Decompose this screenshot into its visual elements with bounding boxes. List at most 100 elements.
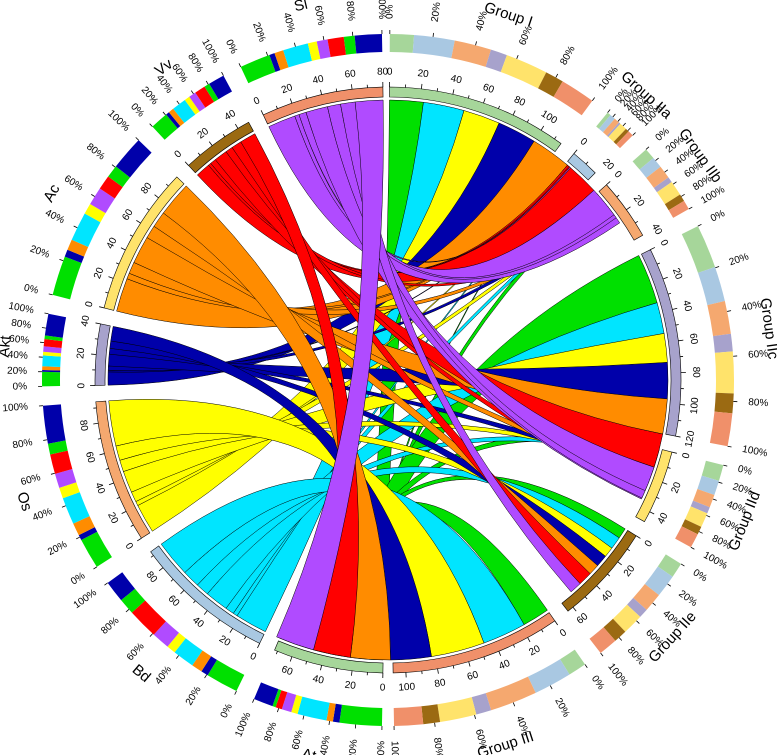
- group-composition-segment: [608, 123, 626, 142]
- percent-label: 80%: [10, 318, 32, 332]
- tick-mark: [120, 247, 126, 251]
- percent-label: 40%: [43, 208, 66, 227]
- percent-label: 60%: [312, 5, 327, 27]
- species-composition-segment: [291, 694, 303, 714]
- percent-tick: [111, 164, 116, 168]
- group-composition-segment: [709, 411, 733, 447]
- percent-label: 100%: [199, 37, 221, 65]
- percent-label: 20%: [46, 539, 69, 558]
- species-composition-segment: [316, 39, 331, 60]
- tick-label: 80: [144, 570, 160, 586]
- tick-label: 0: [252, 95, 262, 108]
- group-composition-segment: [690, 500, 710, 514]
- tick-mark: [320, 665, 322, 671]
- percent-tick: [697, 223, 702, 227]
- percent-label: 20%: [347, 739, 360, 755]
- group-composition-segment: [644, 566, 673, 596]
- percent-tick: [44, 312, 49, 315]
- tick-mark: [275, 105, 278, 109]
- tick-mark: [513, 644, 516, 648]
- group-composition-segment: [451, 40, 492, 67]
- species-label-bd: Bd: [129, 661, 154, 686]
- percent-tick: [600, 652, 604, 657]
- species-composition-segment: [274, 50, 289, 71]
- percent-tick: [204, 674, 208, 679]
- percent-tick: [322, 35, 325, 41]
- tick-label: 40: [92, 481, 106, 496]
- group-composition-segment: [632, 149, 654, 170]
- percent-label: 20%: [28, 244, 51, 261]
- species-composition-segment: [73, 516, 95, 536]
- species-composition-segment: [42, 366, 61, 371]
- species-composition-segment: [42, 404, 66, 444]
- percent-label: 80%: [748, 397, 769, 409]
- species-composition-segment: [121, 588, 146, 613]
- percent-tick: [715, 266, 720, 269]
- group-composition-segment: [598, 115, 615, 133]
- tick-mark: [635, 535, 641, 539]
- tick-mark: [105, 468, 109, 470]
- tick-mark: [452, 665, 455, 669]
- tick-mark: [105, 291, 109, 294]
- species-composition-segment: [354, 34, 383, 54]
- percent-label: 60%: [125, 641, 147, 663]
- group-composition-segment: [685, 506, 708, 527]
- percent-tick: [688, 206, 693, 210]
- percent-label: 0%: [23, 282, 40, 296]
- percent-label: 20%: [250, 21, 267, 44]
- species-label-os: Os: [13, 490, 35, 514]
- tick-mark: [222, 133, 226, 137]
- species-composition-segment: [71, 213, 101, 248]
- group-composition-segment: [553, 81, 593, 116]
- percent-tick: [584, 664, 588, 668]
- species-composition-segment: [41, 371, 61, 387]
- species-composition-segment: [339, 704, 383, 726]
- species-composition-segment: [332, 703, 342, 723]
- percent-label: 40%: [153, 664, 174, 687]
- group-composition-segment: [627, 597, 647, 617]
- percent-tick: [474, 714, 476, 719]
- tick-label: 60: [344, 68, 357, 80]
- percent-tick: [706, 515, 711, 518]
- percent-label: 60%: [20, 472, 42, 488]
- percent-label: 80%: [12, 437, 34, 451]
- tick-mark: [305, 661, 308, 665]
- percent-tick: [176, 100, 180, 105]
- tick-mark: [420, 83, 423, 89]
- tick-label: 0: [84, 300, 96, 309]
- tick-mark: [675, 435, 681, 438]
- percent-tick: [434, 722, 436, 727]
- tick-label: 60: [280, 664, 295, 678]
- group-composition-segment: [437, 697, 477, 723]
- species-composition-segment: [64, 249, 85, 264]
- percent-tick: [93, 566, 98, 570]
- species-composition-segment: [272, 689, 282, 708]
- percent-label: 0%: [654, 126, 672, 144]
- percent-label: 80%: [431, 737, 445, 755]
- tick-mark: [154, 194, 159, 199]
- tick-label: 40: [79, 314, 92, 327]
- group-composition-segment: [698, 266, 725, 306]
- species-composition-segment: [166, 112, 181, 129]
- tick-label: 20: [105, 511, 120, 526]
- tick-mark: [607, 573, 611, 577]
- tick-label: 60: [481, 82, 496, 96]
- percent-label: 20%: [728, 251, 751, 268]
- tick-mark: [512, 110, 516, 116]
- percent-label: 40%: [474, 10, 490, 32]
- percent-tick: [516, 54, 519, 59]
- tick-label: 40: [497, 658, 512, 673]
- species-sector-ac: [103, 176, 185, 311]
- species-label-at: At: [300, 745, 318, 755]
- percent-label: 40%: [318, 735, 332, 755]
- tick-mark: [573, 149, 578, 154]
- percent-tick: [277, 708, 280, 713]
- percent-label: 100%: [741, 444, 768, 460]
- tick-label: 20: [417, 68, 430, 80]
- chord-os-group-iii: [108, 399, 485, 657]
- percent-tick: [190, 90, 194, 95]
- percent-tick: [265, 51, 269, 56]
- group-composition-segment: [613, 128, 629, 145]
- tick-mark: [468, 661, 471, 667]
- percent-label: 20%: [184, 685, 204, 708]
